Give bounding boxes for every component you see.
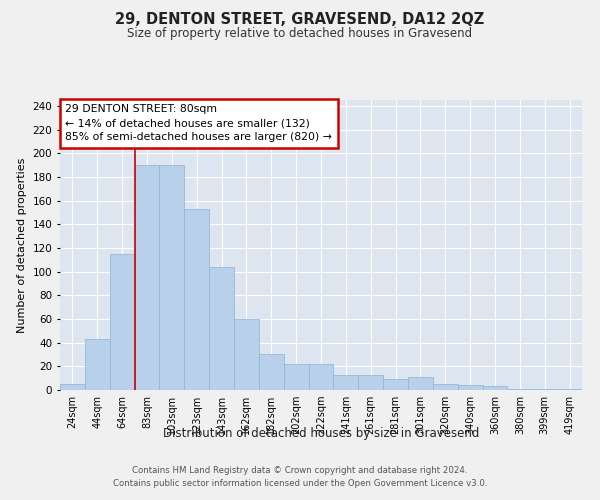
Bar [184,209,209,390]
Bar [284,364,308,390]
Bar [209,267,234,390]
Bar [308,364,334,390]
Text: Size of property relative to detached houses in Gravesend: Size of property relative to detached ho… [127,28,473,40]
Bar [532,389,557,390]
Bar [358,374,383,390]
Bar [433,384,458,390]
Text: Contains HM Land Registry data © Crown copyright and database right 2024.
Contai: Contains HM Land Registry data © Crown c… [113,466,487,487]
Text: 29, DENTON STREET, GRAVESEND, DA12 2QZ: 29, DENTON STREET, GRAVESEND, DA12 2QZ [115,12,485,28]
Text: 29 DENTON STREET: 80sqm
← 14% of detached houses are smaller (132)
85% of semi-d: 29 DENTON STREET: 80sqm ← 14% of detache… [65,104,332,142]
Bar [160,165,184,390]
Bar [234,319,259,390]
Text: Distribution of detached houses by size in Gravesend: Distribution of detached houses by size … [163,428,479,440]
Bar [408,377,433,390]
Bar [508,389,532,390]
Bar [334,374,358,390]
Bar [85,339,110,390]
Bar [110,254,134,390]
Bar [458,386,482,390]
Bar [557,389,582,390]
Bar [383,380,408,390]
Bar [259,354,284,390]
Y-axis label: Number of detached properties: Number of detached properties [17,158,27,332]
Bar [60,384,85,390]
Bar [482,386,508,390]
Bar [134,165,160,390]
